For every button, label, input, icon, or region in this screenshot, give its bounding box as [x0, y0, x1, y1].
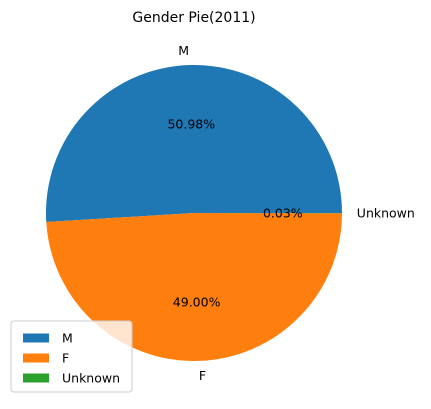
- pie-slices: [45, 64, 343, 361]
- pie-slice-m: [45, 64, 342, 223]
- slice-value-unknown: 0.03%: [263, 206, 303, 221]
- pie-labels: M 50.98% F 49.00% Unknown 0.03%: [167, 43, 414, 383]
- legend-swatch-unknown: [23, 373, 49, 383]
- legend-swatch-f: [23, 353, 49, 363]
- legend-label-unknown: Unknown: [62, 371, 120, 386]
- slice-label-unknown: Unknown: [357, 206, 415, 221]
- slice-label-f: F: [199, 368, 206, 383]
- slice-value-f: 49.00%: [173, 294, 221, 309]
- legend-label-m: M: [62, 331, 73, 346]
- legend: MF Unknown: [10, 320, 133, 393]
- legend-swatch-m: [23, 333, 49, 343]
- slice-label-m: M: [178, 43, 189, 58]
- chart-title: Gender Pie(2011): [132, 10, 255, 26]
- legend-label-f: F: [62, 351, 69, 366]
- slice-value-m: 50.98%: [167, 117, 215, 132]
